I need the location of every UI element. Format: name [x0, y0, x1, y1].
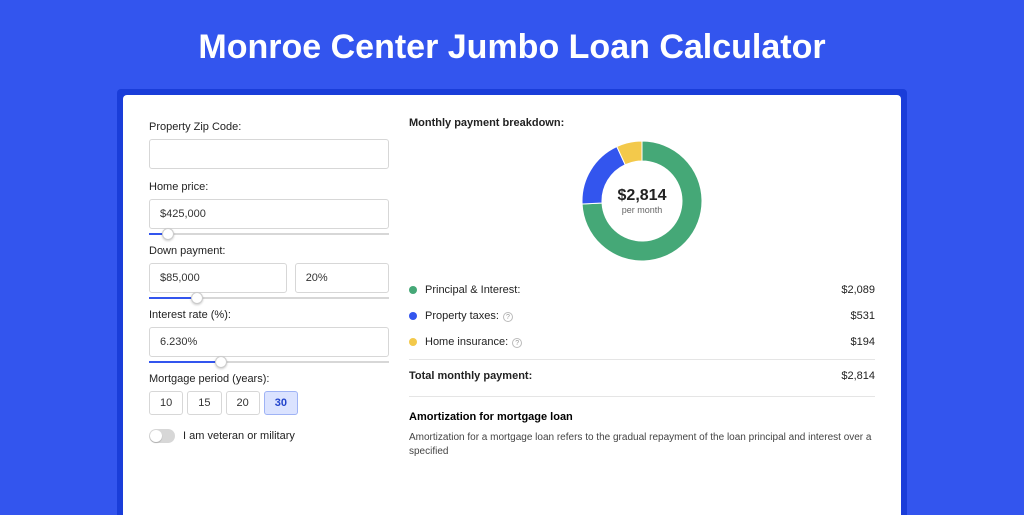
donut-center-value: $2,814 — [618, 187, 667, 205]
total-label: Total monthly payment: — [409, 370, 841, 382]
total-row: Total monthly payment: $2,814 — [409, 359, 875, 392]
breakdown-column: Monthly payment breakdown: $2,814 per mo… — [409, 117, 875, 515]
legend-value: $531 — [851, 310, 875, 322]
interest-rate-input[interactable] — [149, 327, 389, 357]
home-price-input[interactable] — [149, 199, 389, 229]
info-icon[interactable]: ? — [512, 338, 522, 348]
down-payment-pct-input[interactable] — [295, 263, 389, 293]
zip-label: Property Zip Code: — [149, 121, 389, 133]
total-value: $2,814 — [841, 370, 875, 382]
period-btn-15[interactable]: 15 — [187, 391, 221, 415]
legend-dot — [409, 286, 417, 294]
legend-label: Principal & Interest: — [425, 284, 841, 296]
veteran-label: I am veteran or military — [183, 430, 295, 442]
period-buttons: 10152030 — [149, 391, 389, 415]
calculator-card-outer: Property Zip Code: Home price: Down paym… — [117, 89, 907, 515]
zip-input[interactable] — [149, 139, 389, 169]
breakdown-donut-chart: $2,814 per month — [582, 141, 702, 261]
breakdown-title: Monthly payment breakdown: — [409, 117, 875, 129]
calculator-card: Property Zip Code: Home price: Down paym… — [123, 95, 901, 515]
period-btn-10[interactable]: 10 — [149, 391, 183, 415]
info-icon[interactable]: ? — [503, 312, 513, 322]
veteran-toggle[interactable] — [149, 429, 175, 443]
amortization-section: Amortization for mortgage loan Amortizat… — [409, 396, 875, 459]
interest-rate-slider[interactable] — [149, 361, 389, 363]
legend-label: Property taxes:? — [425, 310, 851, 322]
amortization-text: Amortization for a mortgage loan refers … — [409, 431, 875, 459]
amortization-title: Amortization for mortgage loan — [409, 411, 875, 423]
home-price-label: Home price: — [149, 181, 389, 193]
legend-label: Home insurance:? — [425, 336, 851, 348]
legend-dot — [409, 312, 417, 320]
down-payment-label: Down payment: — [149, 245, 389, 257]
down-payment-slider[interactable] — [149, 297, 389, 299]
interest-rate-label: Interest rate (%): — [149, 309, 389, 321]
home-price-slider[interactable] — [149, 233, 389, 235]
period-btn-30[interactable]: 30 — [264, 391, 298, 415]
legend-row: Property taxes:?$531 — [409, 303, 875, 329]
legend-value: $194 — [851, 336, 875, 348]
legend-row: Principal & Interest:$2,089 — [409, 277, 875, 303]
legend-value: $2,089 — [841, 284, 875, 296]
down-payment-input[interactable] — [149, 263, 287, 293]
page-title: Monroe Center Jumbo Loan Calculator — [0, 0, 1024, 89]
legend-row: Home insurance:?$194 — [409, 329, 875, 355]
donut-center-sub: per month — [618, 205, 667, 215]
legend-dot — [409, 338, 417, 346]
period-btn-20[interactable]: 20 — [226, 391, 260, 415]
period-label: Mortgage period (years): — [149, 373, 389, 385]
inputs-column: Property Zip Code: Home price: Down paym… — [149, 117, 389, 515]
